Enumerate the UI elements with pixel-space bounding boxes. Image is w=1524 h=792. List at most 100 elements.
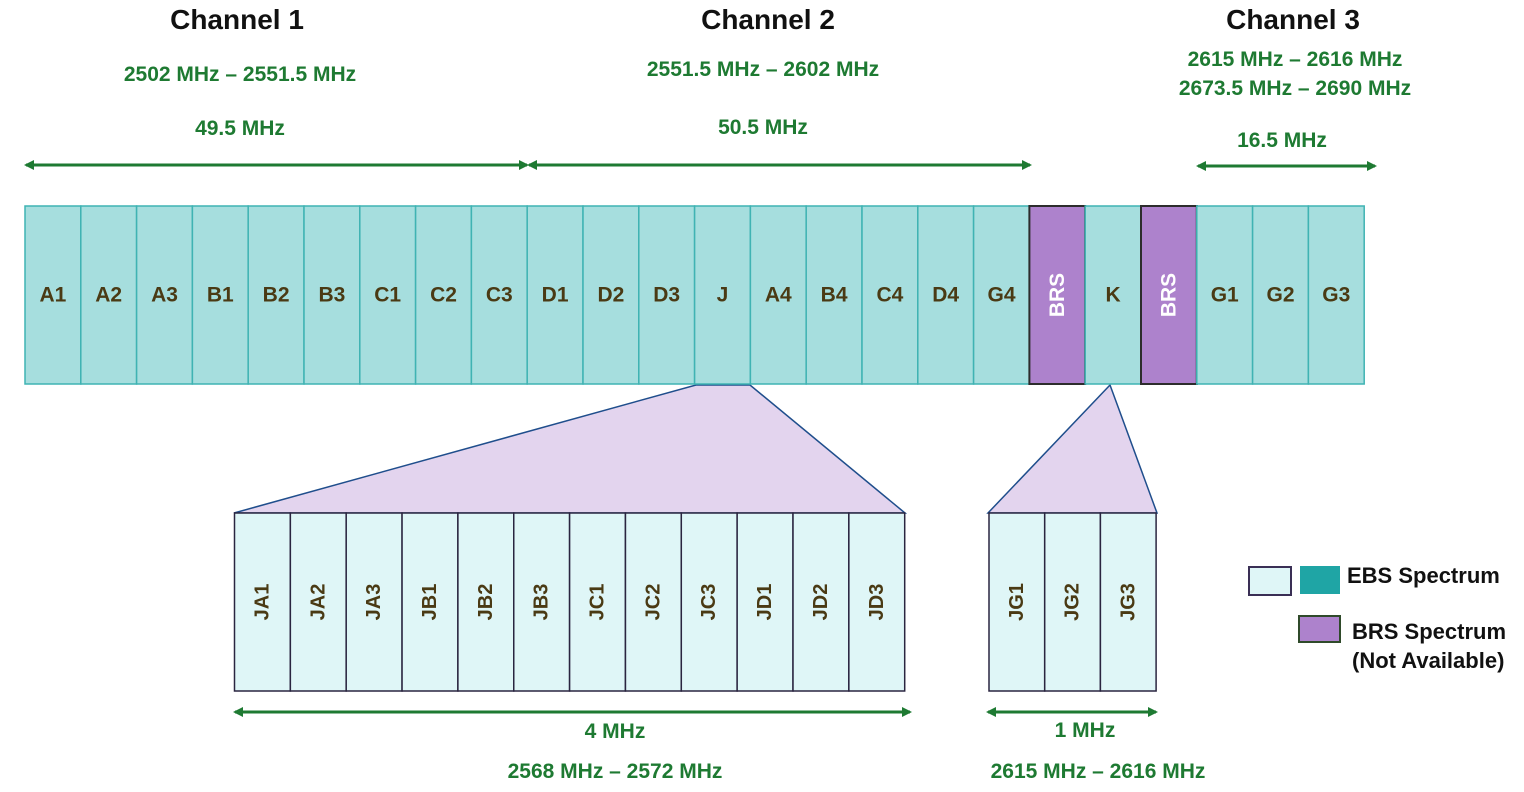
legend-ebs-light-swatch — [1248, 566, 1292, 596]
j-sub-block-jc2: JC2 — [624, 512, 683, 692]
sub-block-rect — [513, 512, 571, 692]
j-sub-block-jb1: JB1 — [401, 512, 459, 692]
k-detail-range: 2615 MHz – 2616 MHz — [990, 760, 1206, 783]
channel-2-width: 50.5 MHz — [718, 116, 808, 139]
band-block-rect — [861, 205, 919, 385]
band-block-a3-2: A3 — [135, 205, 194, 385]
band-block-b3-5: B3 — [303, 205, 361, 385]
sub-block-rect — [792, 512, 850, 692]
channel-3-range-1: 2615 MHz – 2616 MHz — [1187, 48, 1403, 71]
legend-brs-swatch — [1298, 615, 1341, 643]
band-block-label: A3 — [151, 284, 178, 307]
j-sub-block-jc1: JC1 — [568, 512, 627, 692]
sub-block-label: JC1 — [587, 584, 609, 621]
legend-brs-label-line2: (Not Available) — [1352, 648, 1505, 673]
band-block-rect — [470, 205, 528, 385]
band-block-j-12: J — [693, 205, 752, 385]
band-block-rect — [1140, 205, 1198, 385]
band-block-b1-3: B1 — [191, 205, 249, 385]
j-sub-block-jc3: JC3 — [680, 512, 738, 692]
channel-3-width: 16.5 MHz — [1237, 129, 1327, 152]
band-block-label: G1 — [1211, 284, 1239, 307]
sub-block-label: JD3 — [866, 584, 888, 621]
j-detail-width: 4 MHz — [584, 720, 646, 743]
band-block-rect — [1307, 205, 1365, 385]
band-block-rect — [917, 205, 975, 385]
k-sub-blocks: JG1 JG2 JG3 — [988, 512, 1157, 692]
sub-block-rect — [736, 512, 794, 692]
band-block-label: G4 — [987, 284, 1015, 307]
main-band-blocks: A1 A2 A3 B1 B2 B3 C1 C2 C3 D1 D2 D3 J A4 B4 C4 D4 G4 BRS K B… — [24, 205, 1365, 385]
j-sub-block-jd3: JD3 — [848, 512, 906, 692]
sub-block-rect — [289, 512, 347, 692]
band-block-c3-8: C3 — [470, 205, 528, 385]
band-block-c2-7: C2 — [414, 205, 473, 385]
j-sub-block-jd1: JD1 — [736, 512, 794, 692]
band-block-rect — [303, 205, 361, 385]
j-sub-blocks: JA1 JA2 JA3 JB1 JB2 JB3 JC1 JC2 JC3 JD1 JD2 JD3 — [233, 512, 906, 692]
sub-block-label: JC3 — [698, 584, 720, 621]
band-block-rect — [693, 205, 752, 385]
band-block-rect — [359, 205, 417, 385]
band-block-rect — [1196, 205, 1254, 385]
band-block-rect — [247, 205, 305, 385]
k-zoom-callout — [986, 383, 1159, 514]
k-sub-block-jg3: JG3 — [1099, 512, 1157, 692]
band-block-label: A1 — [39, 284, 66, 307]
band-block-brs-20: BRS — [1140, 205, 1198, 385]
sub-block-rect — [568, 512, 627, 692]
band-block-label: C1 — [374, 284, 401, 307]
band-block-d4-16: D4 — [917, 205, 975, 385]
band-block-label: B2 — [263, 284, 290, 307]
sub-block-label: JB3 — [531, 584, 553, 621]
channel-2-range: 2551.5 MHz – 2602 MHz — [646, 58, 880, 81]
band-block-label: D2 — [597, 284, 624, 307]
sub-block-label: JA3 — [363, 584, 385, 621]
band-block-label: B4 — [821, 284, 848, 307]
sub-block-label: JB1 — [419, 584, 441, 621]
band-block-label: D1 — [542, 284, 569, 307]
band-block-label: B3 — [318, 284, 345, 307]
band-block-label: G3 — [1322, 284, 1350, 307]
sub-block-label: JG1 — [1006, 583, 1028, 621]
band-block-b4-14: B4 — [805, 205, 863, 385]
band-block-rect — [972, 205, 1031, 385]
legend-brs-label-line1: BRS Spectrum — [1352, 619, 1507, 644]
band-block-b2-4: B2 — [247, 205, 305, 385]
legend-ebs-dark-swatch — [1300, 566, 1340, 594]
j-sub-block-ja2: JA2 — [289, 512, 347, 692]
k-detail-width: 1 MHz — [1054, 719, 1116, 742]
band-block-k-19: K — [1084, 205, 1142, 385]
j-sub-block-ja3: JA3 — [345, 512, 403, 692]
sub-block-label: JA1 — [251, 584, 273, 621]
channel-3-title: Channel 3 — [1226, 4, 1360, 35]
band-block-label: C4 — [876, 284, 903, 307]
legend-ebs-label: EBS Spectrum — [1347, 563, 1500, 588]
band-block-c4-15: C4 — [861, 205, 919, 385]
sub-block-rect — [345, 512, 403, 692]
sub-block-label: JC2 — [642, 584, 664, 621]
band-block-label: K — [1106, 284, 1121, 307]
band-block-label: BRS — [1157, 273, 1180, 317]
band-block-d1-9: D1 — [526, 205, 584, 385]
band-block-label: G2 — [1266, 284, 1294, 307]
band-block-label: A4 — [765, 284, 792, 307]
j-sub-block-jb3: JB3 — [513, 512, 571, 692]
band-block-rect — [414, 205, 473, 385]
sub-block-label: JB2 — [475, 584, 497, 621]
band-block-rect — [80, 205, 138, 385]
band-block-a2-1: A2 — [80, 205, 138, 385]
sub-block-label: JA2 — [307, 584, 329, 621]
j-sub-block-jd2: JD2 — [792, 512, 850, 692]
k-sub-block-jg1: JG1 — [988, 512, 1046, 692]
j-sub-block-ja1: JA1 — [233, 512, 292, 692]
band-block-label: A2 — [95, 284, 122, 307]
sub-block-label: JG3 — [1117, 583, 1139, 621]
band-block-label: BRS — [1046, 273, 1069, 317]
band-block-g2-22: G2 — [1251, 205, 1310, 385]
band-block-rect — [638, 205, 696, 385]
j-sub-block-jb2: JB2 — [457, 512, 515, 692]
band-block-g3-23: G3 — [1307, 205, 1365, 385]
channel-3-range-2: 2673.5 MHz – 2690 MHz — [1178, 77, 1412, 100]
